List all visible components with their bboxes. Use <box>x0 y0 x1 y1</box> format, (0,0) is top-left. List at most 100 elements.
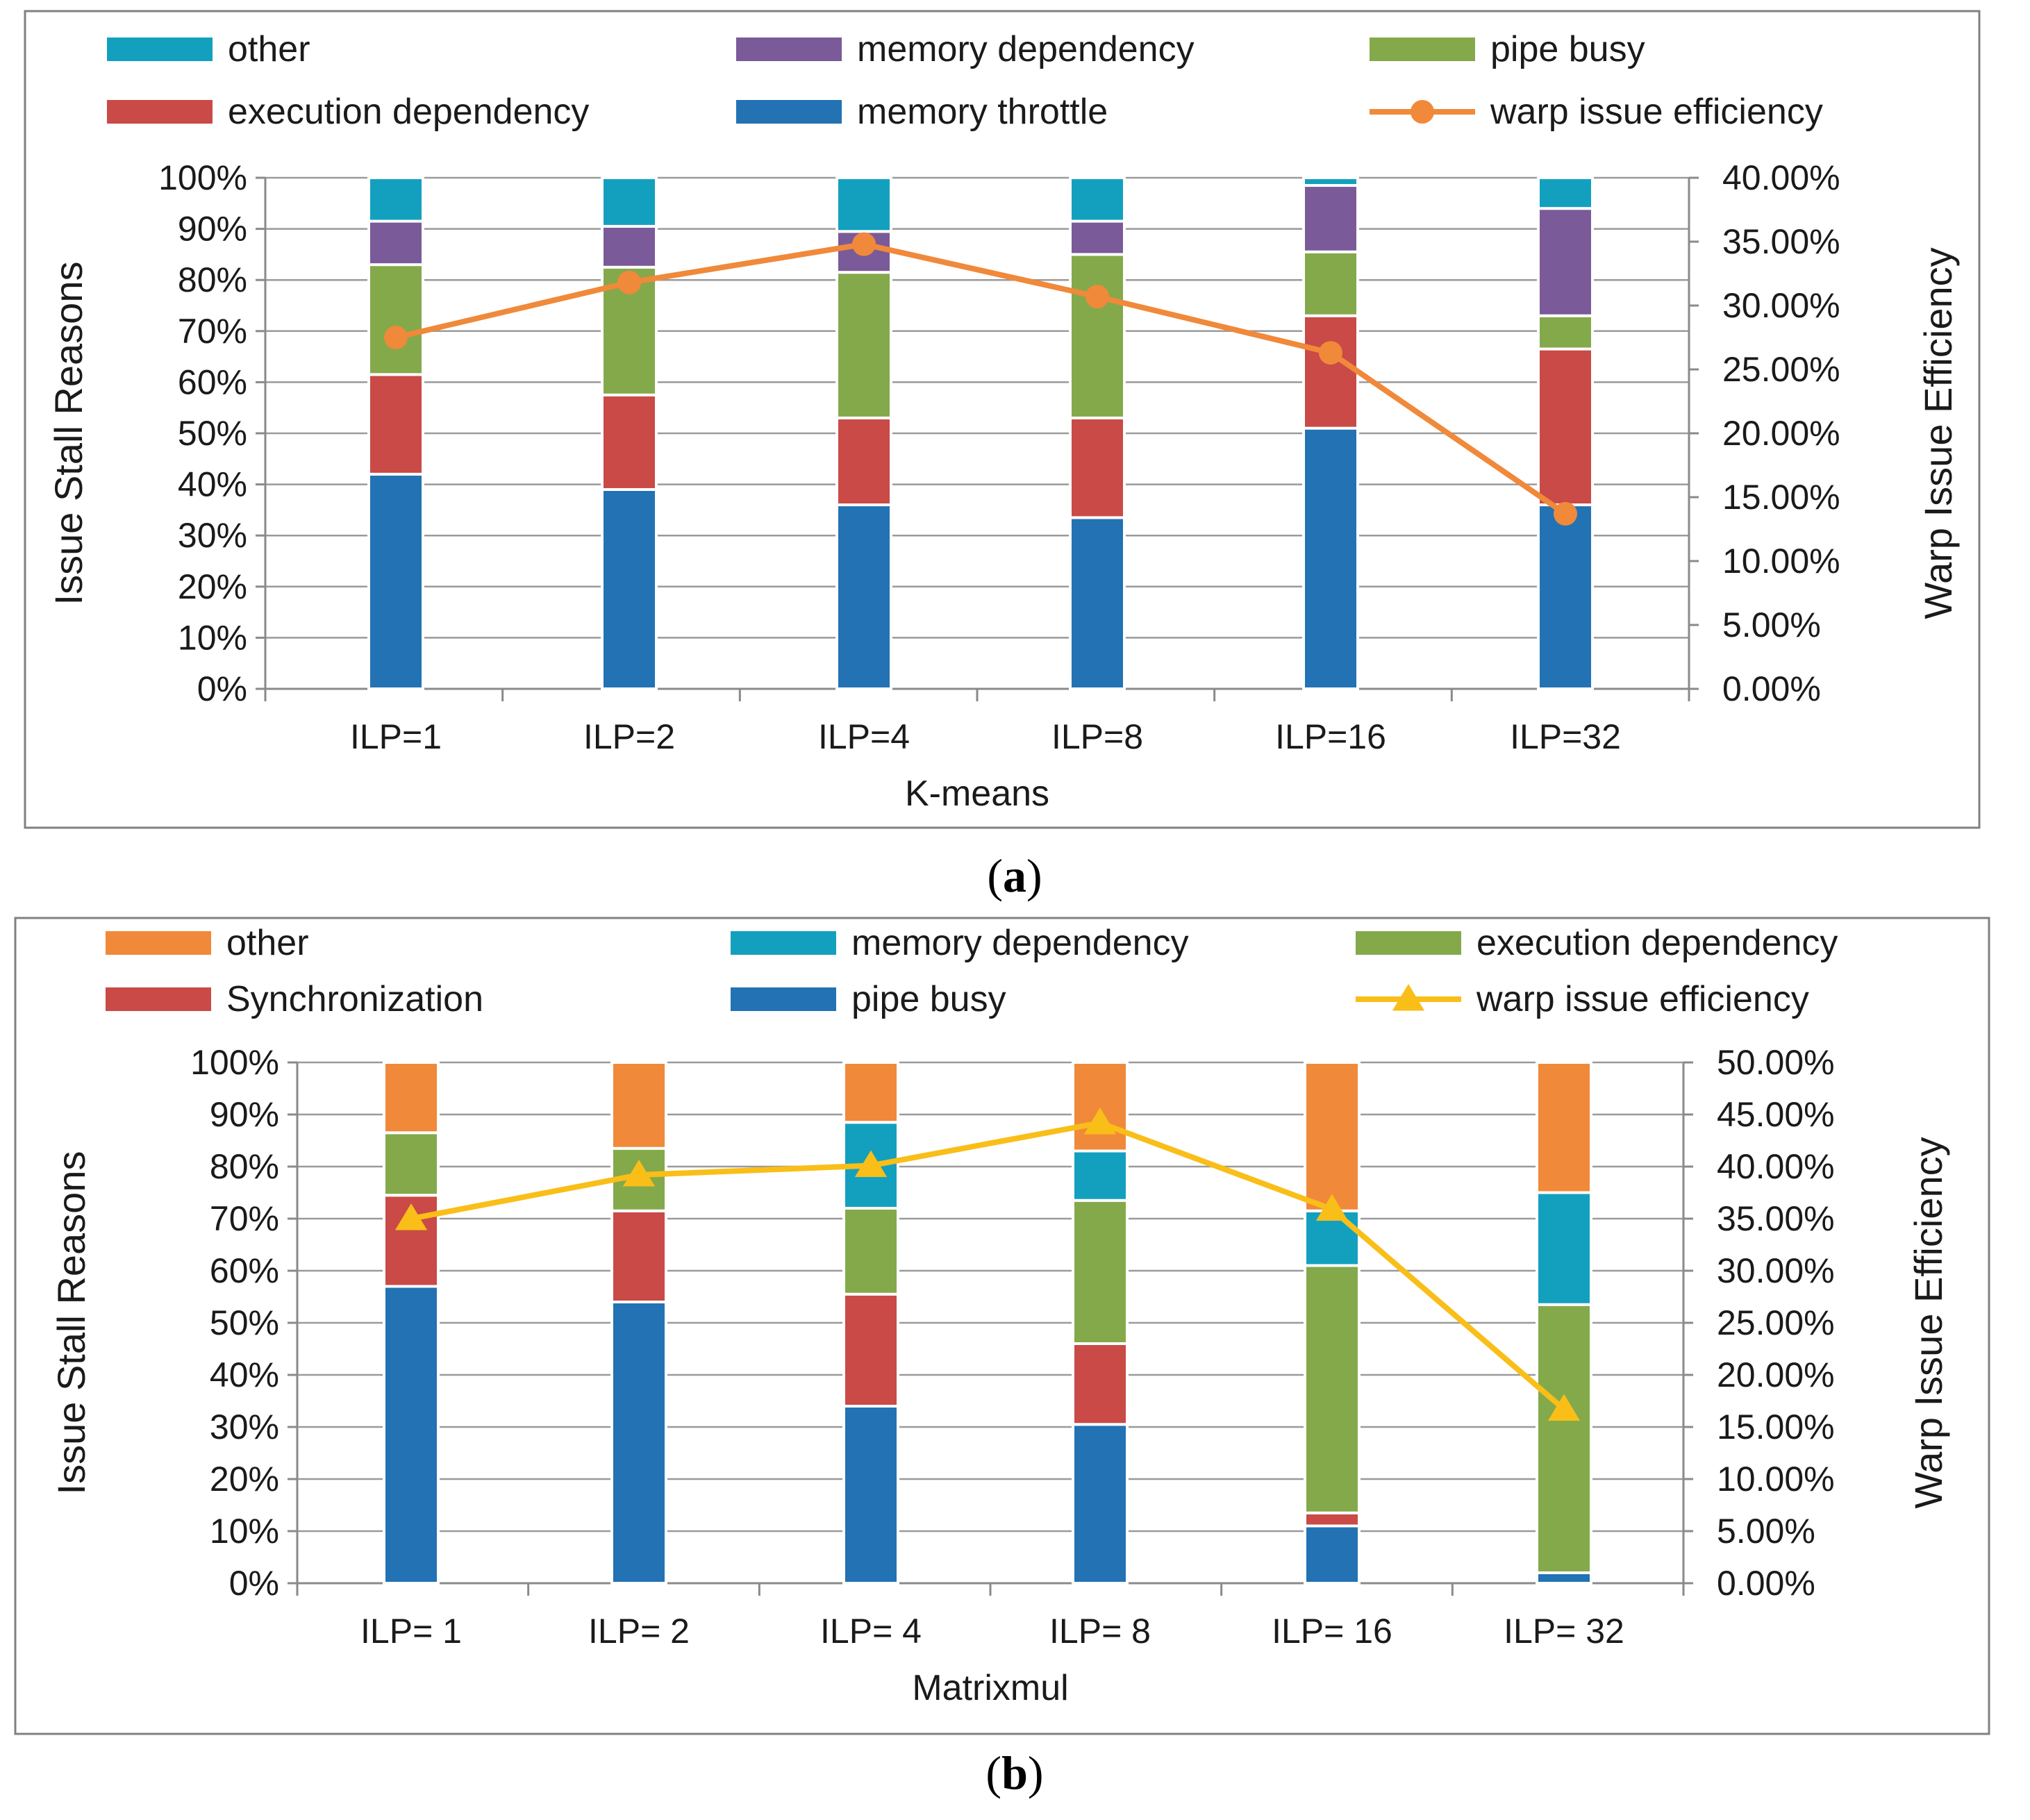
chart-a-bar-pipe-busy-ilp-4 <box>835 271 892 419</box>
chart-a-y2-tick-label: 30.00% <box>1722 286 1840 325</box>
chart-a-legend-swatch <box>736 100 842 124</box>
chart-a-legend-swatch <box>107 37 213 61</box>
chart-a-bar-execution-dependency-ilp-4 <box>835 416 892 507</box>
chart-b-y-tick-label: 40% <box>210 1355 279 1394</box>
chart-b-y-tick-label: 0% <box>229 1564 279 1603</box>
chart-b-y2-tick-label: 50.00% <box>1717 1043 1835 1082</box>
chart-a-legend-item-execution-dependency: execution dependency <box>107 92 589 132</box>
chart-a-y-tick-label: 100% <box>158 158 247 197</box>
chart-b-category-label: ILP= 32 <box>1504 1612 1624 1651</box>
chart-b-efficiency-point-ilp-16 <box>1315 1194 1349 1221</box>
chart-b-y-tick-label: 20% <box>210 1460 279 1498</box>
chart-a-category-label: ILP=2 <box>583 717 675 756</box>
chart-a-y2-tick-label: 20.00% <box>1722 414 1840 453</box>
chart-b-y2-tick-label: 45.00% <box>1717 1095 1835 1134</box>
chart-b-y-tick-label: 90% <box>210 1095 279 1134</box>
chart-a-legend-item-warp-issue-efficiency: warp issue efficiency <box>1370 92 1823 132</box>
chart-a-y-tick-label: 50% <box>178 414 247 453</box>
chart-b-legend-swatch <box>106 987 211 1011</box>
chart-b-bar-memory-dependency-ilp-32 <box>1536 1191 1592 1306</box>
chart-a-efficiency-point-ilp-8 <box>1085 285 1109 309</box>
chart-b-category-label: ILP= 8 <box>1049 1612 1151 1651</box>
chart-b-bar-other-ilp-8 <box>1072 1061 1129 1153</box>
panel-caption-a: (a) <box>987 849 1042 902</box>
chart-b-y-tick-label: 70% <box>210 1199 279 1238</box>
chart-a-bar-memory-throttle-ilp-16 <box>1302 426 1359 690</box>
chart-a-bar-pipe-busy-ilp-32 <box>1537 314 1594 351</box>
chart-b-legend-swatch <box>731 931 836 955</box>
chart-a-legend-label: memory dependency <box>857 29 1195 69</box>
chart-b-bar-execution-dependency-ilp-16 <box>1304 1264 1361 1514</box>
chart-a-efficiency-point-ilp-1 <box>384 326 408 349</box>
chart-b-frame <box>14 917 1990 1735</box>
chart-b-y-tick-label: 10% <box>210 1512 279 1551</box>
chart-b-bar-other-ilp-2 <box>610 1061 667 1150</box>
chart-b-legend-marker <box>1392 984 1425 1011</box>
chart-b-bar-pipe-busy-ilp-32 <box>1536 1571 1592 1585</box>
chart-a-legend-swatch <box>736 37 842 61</box>
chart-b-y2-tick-label: 30.00% <box>1717 1251 1835 1290</box>
chart-a-category-label: ILP=4 <box>818 717 910 756</box>
chart-b-y2-tick-label: 40.00% <box>1717 1147 1835 1186</box>
chart-b-y2-tick-label: 35.00% <box>1717 1199 1835 1238</box>
chart-a-y-tick-label: 10% <box>178 618 247 657</box>
chart-b-legend-item-memory-dependency: memory dependency <box>731 923 1189 963</box>
chart-a-category-label: ILP=16 <box>1275 717 1386 756</box>
chart-b-bar-execution-dependency-ilp-4 <box>842 1207 899 1296</box>
panel-caption-b: (b) <box>985 1746 1043 1799</box>
chart-b-category-label: ILP= 1 <box>360 1612 462 1651</box>
chart-b-legend-label: execution dependency <box>1476 923 1838 963</box>
chart-a-bar-pipe-busy-ilp-1 <box>367 263 424 376</box>
chart-a-bar-memory-throttle-ilp-8 <box>1069 516 1126 690</box>
chart-b-efficiency-line <box>408 1120 1567 1412</box>
chart-b-bar-pipe-busy-ilp-1 <box>383 1285 440 1585</box>
chart-b-bar-other-ilp-32 <box>1536 1061 1592 1194</box>
chart-panel-b: 0% 10% 20% 30% 40% 50% 60% 70% 80% 90% 100% 0.00% 5.… <box>14 917 1990 1799</box>
chart-b-legend-label: pipe busy <box>851 979 1006 1019</box>
chart-b-bar-pipe-busy-ilp-8 <box>1072 1423 1129 1585</box>
chart-a-bar-other-ilp-16 <box>1302 176 1359 187</box>
chart-a-y2-tick-label: 15.00% <box>1722 478 1840 517</box>
chart-b-efficiency-point-ilp-8 <box>1083 1108 1117 1135</box>
chart-a-y-tick-label: 70% <box>178 312 247 351</box>
chart-a-category-label: ILP=8 <box>1051 717 1143 756</box>
chart-a-frame <box>24 10 1981 829</box>
chart-a-legend-swatch <box>1370 37 1475 61</box>
chart-a-category-label: ILP=32 <box>1510 717 1621 756</box>
chart-a-legend-label: execution dependency <box>228 92 589 132</box>
chart-b-legend-item-other: other <box>106 923 309 963</box>
chart-a-bar-other-ilp-2 <box>601 176 658 228</box>
chart-a-efficiency-point-ilp-16 <box>1319 341 1342 365</box>
chart-b-bar-pipe-busy-ilp-4 <box>842 1405 899 1585</box>
chart-a-legend-marker <box>1411 100 1434 124</box>
chart-a-x-axis-title: K-means <box>905 774 1049 814</box>
chart-b-y2-tick-label: 15.00% <box>1717 1408 1835 1446</box>
chart-a-efficiency-line <box>393 241 1568 517</box>
chart-a-y2-axis-title: Warp Issue Efficiency <box>1916 247 1960 619</box>
chart-a-bar-memory-throttle-ilp-4 <box>835 503 892 690</box>
chart-a-y2-tick-label: 5.00% <box>1722 606 1821 644</box>
chart-b-bar-execution-dependency-ilp-32 <box>1536 1303 1592 1574</box>
chart-b-legend-label: memory dependency <box>851 923 1189 963</box>
chart-a-bar-execution-dependency-ilp-16 <box>1302 314 1359 430</box>
chart-b-y2-axis-title: Warp Issue Efficiency <box>1906 1137 1950 1508</box>
chart-a-bar-pipe-busy-ilp-16 <box>1302 250 1359 317</box>
chart-b-legend-item-execution-dependency: execution dependency <box>1356 923 1838 963</box>
chart-b-efficiency-point-ilp-32 <box>1547 1394 1581 1421</box>
chart-b-category-label: ILP= 2 <box>588 1612 690 1651</box>
chart-a-y2-tick-label: 40.00% <box>1722 158 1840 197</box>
chart-b-bar-synchronization-ilp-8 <box>1072 1342 1129 1426</box>
chart-a-y-tick-label: 20% <box>178 567 247 606</box>
chart-b-y2-tick-label: 0.00% <box>1717 1564 1815 1603</box>
chart-a-y-tick-label: 90% <box>178 210 247 249</box>
chart-b-legend-item-warp-issue-efficiency: warp issue efficiency <box>1356 979 1809 1019</box>
chart-b-y-tick-label: 80% <box>210 1147 279 1186</box>
chart-a-y-tick-label: 60% <box>178 362 247 401</box>
chart-b-category-label: ILP= 16 <box>1272 1612 1392 1651</box>
chart-a-bar-memory-dependency-ilp-32 <box>1537 207 1594 317</box>
chart-b-legend-item-synchronization: Synchronization <box>106 979 483 1019</box>
chart-a-category-label: ILP=1 <box>350 717 442 756</box>
chart-b-bar-other-ilp-1 <box>383 1061 440 1135</box>
chart-a-bar-execution-dependency-ilp-2 <box>601 393 658 491</box>
chart-a-y-tick-label: 80% <box>178 260 247 299</box>
